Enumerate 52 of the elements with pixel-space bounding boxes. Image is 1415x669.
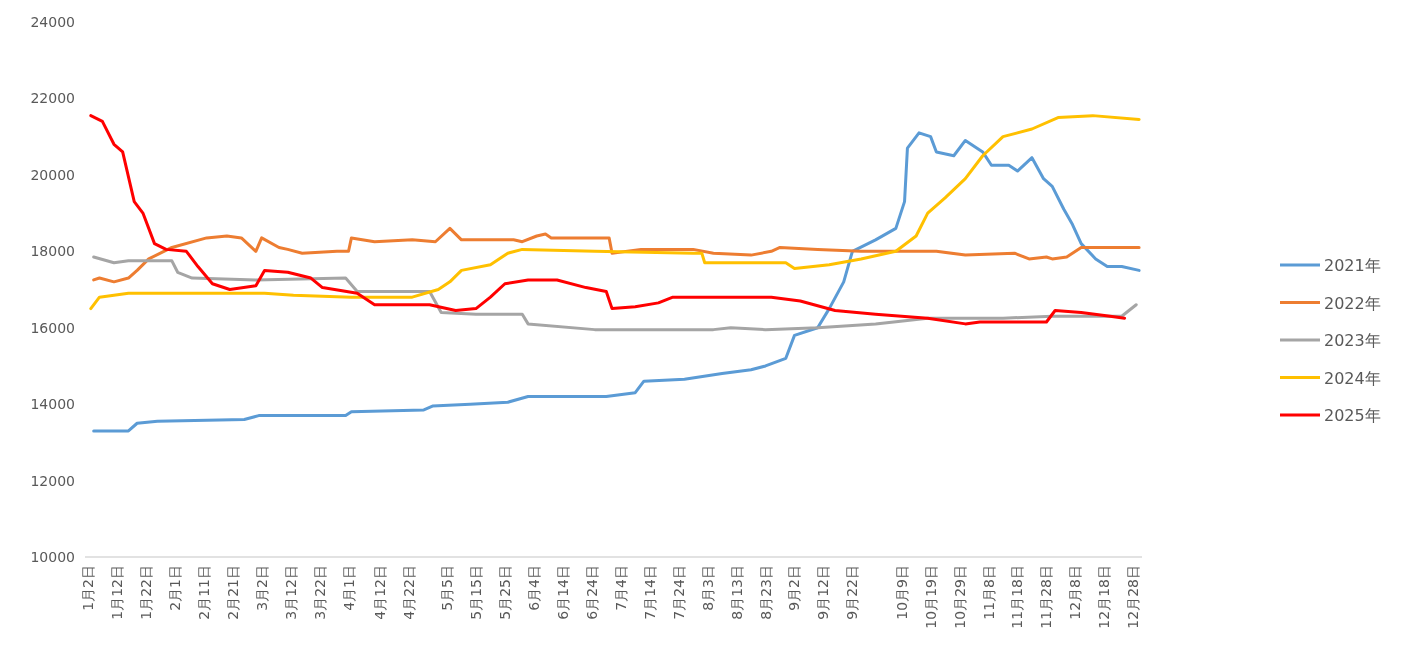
y-tick-label: 16000 — [30, 319, 75, 336]
legend-label: 2021年 — [1324, 256, 1381, 275]
y-tick-label: 18000 — [30, 243, 75, 260]
line-series — [92, 255, 1138, 332]
y-tick-label: 10000 — [30, 549, 75, 565]
x-tick-label: 4月12日 — [372, 565, 389, 620]
x-tick-label: 5月15日 — [467, 565, 484, 620]
x-tick-label: 9月12日 — [815, 565, 832, 620]
x-tick-label: 8月13日 — [728, 565, 745, 620]
x-tick-label: 2月11日 — [195, 565, 212, 620]
x-tick-label: 2月1日 — [166, 565, 183, 611]
x-tick-label: 10月19日 — [922, 565, 939, 629]
y-tick-label: 14000 — [30, 396, 75, 413]
x-tick-label: 10月29日 — [951, 565, 968, 629]
x-tick-label: 2月21日 — [224, 565, 241, 620]
x-tick-label: 5月5日 — [438, 565, 455, 611]
legend-label: 2022年 — [1324, 293, 1381, 313]
x-tick-label: 12月8日 — [1067, 565, 1084, 620]
x-tick-label: 9月2日 — [786, 565, 803, 611]
line-series — [92, 226, 1141, 284]
y-tick-label: 22000 — [30, 90, 75, 107]
line-series — [92, 131, 1141, 433]
x-tick-label: 4月1日 — [340, 565, 357, 611]
x-tick-label: 12月28日 — [1125, 565, 1142, 629]
x-tick-label: 6月4日 — [525, 565, 542, 611]
x-tick-label: 1月22日 — [137, 565, 154, 620]
x-tick-label: 11月18日 — [1009, 565, 1026, 629]
x-tick-label: 7月14日 — [641, 565, 658, 620]
x-tick-label: 3月12日 — [282, 565, 299, 620]
x-tick-label: 6月14日 — [554, 565, 571, 620]
y-tick-label: 20000 — [30, 166, 75, 183]
x-tick-label: 3月22日 — [311, 565, 328, 620]
x-tick-label: 7月24日 — [670, 565, 687, 620]
x-tick-label: 9月22日 — [844, 565, 861, 620]
x-tick-label: 6月24日 — [583, 565, 600, 620]
x-tick-label: 8月23日 — [757, 565, 774, 620]
x-tick-label: 7月4日 — [612, 565, 629, 611]
x-tick-label: 12月18日 — [1096, 565, 1113, 629]
x-tick-label: 1月12日 — [108, 565, 125, 620]
x-tick-label: 5月25日 — [496, 565, 513, 620]
y-tick-label: 24000 — [30, 14, 75, 30]
x-tick-label: 11月8日 — [980, 565, 997, 620]
x-tick-label: 1月2日 — [79, 565, 96, 611]
legend-label: 2023年 — [1324, 331, 1381, 350]
x-tick-label: 8月3日 — [699, 565, 716, 611]
legend-label: 2025年 — [1324, 406, 1381, 425]
y-tick-label: 12000 — [30, 472, 75, 489]
legend-label: 2024年 — [1324, 368, 1381, 388]
x-tick-label: 3月2日 — [253, 565, 270, 611]
x-tick-label: 4月22日 — [401, 565, 418, 620]
x-tick-label: 11月28日 — [1038, 565, 1055, 629]
x-tick-label: 10月9日 — [893, 565, 910, 620]
